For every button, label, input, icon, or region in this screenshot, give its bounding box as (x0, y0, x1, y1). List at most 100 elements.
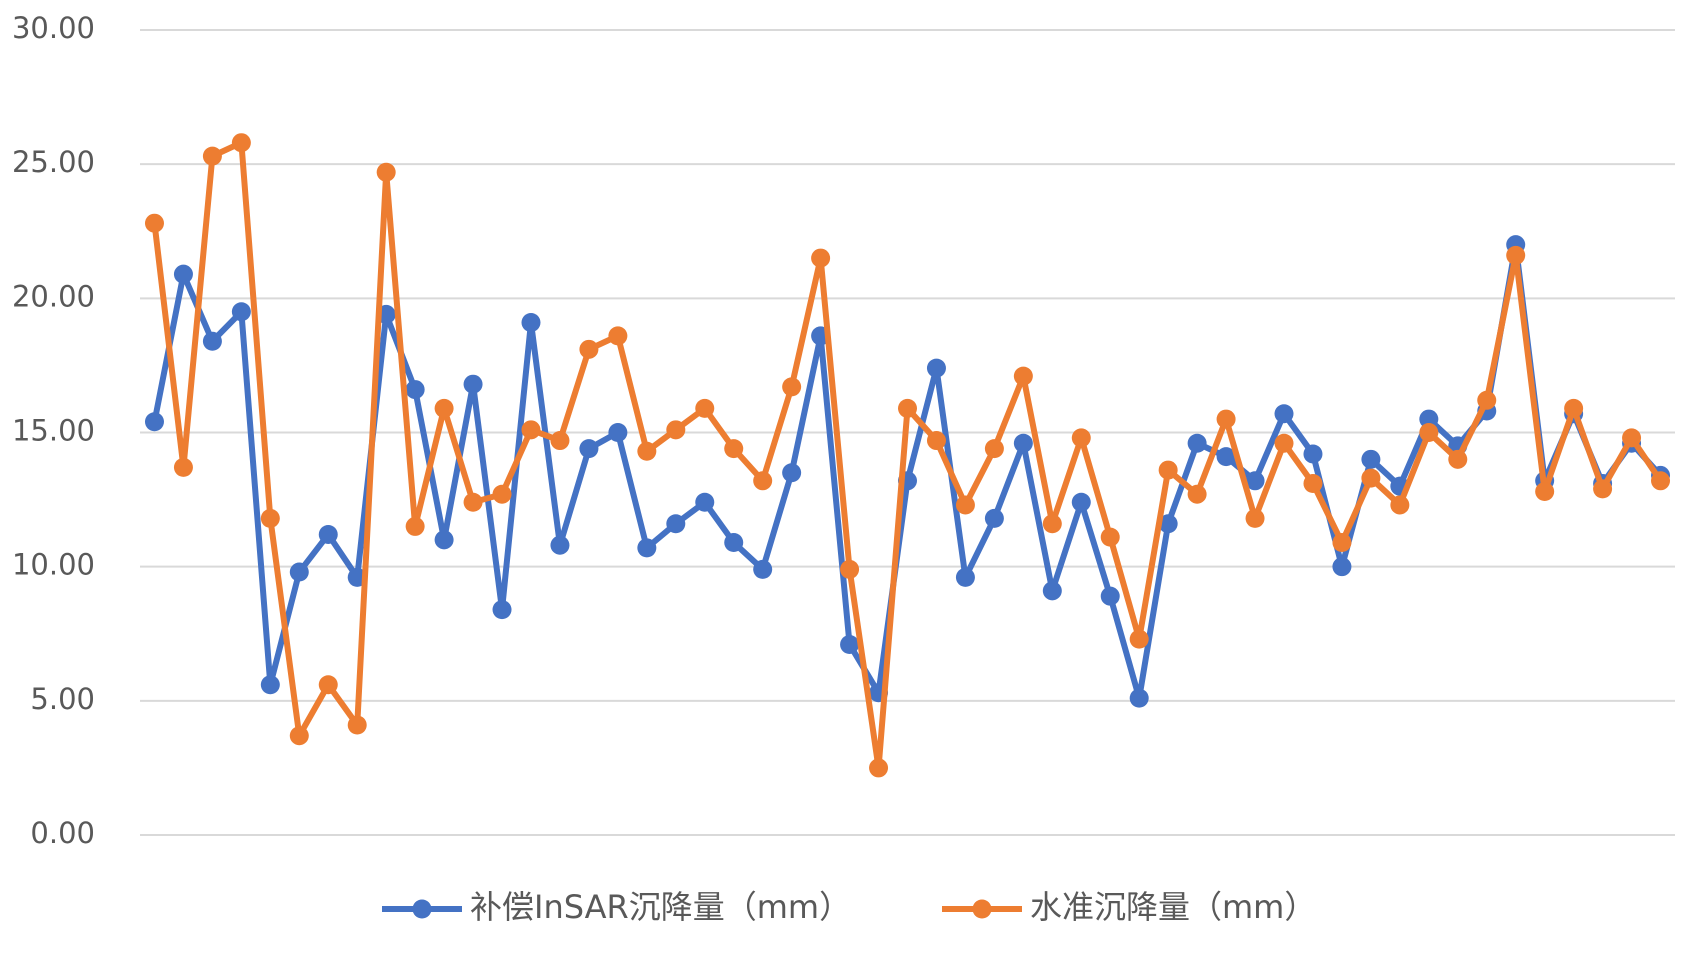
data-point (1245, 471, 1265, 491)
data-point (955, 495, 975, 515)
data-point (753, 471, 773, 491)
data-point (318, 675, 338, 695)
data-point (579, 339, 599, 359)
data-point (666, 420, 686, 440)
data-point (144, 213, 164, 233)
data-point (463, 374, 483, 394)
data-point (1593, 479, 1613, 499)
y-tick-label: 25.00 (12, 145, 95, 179)
data-point (1390, 495, 1410, 515)
data-point (782, 377, 802, 397)
data-point (1100, 586, 1120, 606)
legend-label: 补偿InSAR沉降量（mm） (470, 888, 851, 926)
y-tick-label: 10.00 (12, 548, 95, 582)
data-point (926, 431, 946, 451)
data-point (608, 326, 628, 346)
data-point (405, 380, 425, 400)
data-point (1622, 428, 1642, 448)
y-tick-label: 5.00 (30, 682, 95, 716)
data-point (289, 562, 309, 582)
data-point (173, 457, 193, 477)
data-point (1419, 423, 1439, 442)
data-point (202, 146, 222, 166)
data-point (1013, 366, 1033, 386)
data-point (1071, 428, 1091, 448)
data-point (1274, 404, 1294, 424)
data-point (1129, 688, 1149, 708)
data-point (1361, 468, 1381, 488)
data-point (260, 675, 280, 695)
data-point (1013, 433, 1033, 453)
data-point (869, 758, 889, 778)
data-point (1042, 514, 1062, 534)
data-point (955, 567, 975, 587)
data-point (231, 302, 251, 322)
data-point (666, 514, 686, 534)
y-tick-label: 20.00 (12, 279, 95, 313)
data-point (579, 439, 599, 459)
data-point (1187, 484, 1207, 504)
data-point (1448, 449, 1468, 469)
data-point (434, 530, 454, 550)
data-point (1187, 433, 1207, 453)
legend-swatch-marker (972, 899, 992, 919)
data-point (318, 524, 338, 544)
data-point (1042, 581, 1062, 601)
data-point (1419, 409, 1439, 429)
data-point (1361, 449, 1381, 469)
data-point (376, 162, 396, 182)
data-point (173, 264, 193, 284)
data-point (637, 538, 657, 558)
data-point (695, 398, 715, 418)
data-point (202, 331, 222, 351)
data-point (840, 559, 860, 579)
data-point (521, 312, 541, 332)
data-point (347, 715, 367, 735)
data-point (405, 516, 425, 536)
data-point (1564, 398, 1584, 418)
data-point (984, 508, 1004, 528)
data-point (1332, 533, 1352, 553)
data-point (1158, 514, 1178, 534)
data-point (811, 248, 831, 268)
legend-item: 水准沉降量（mm） (942, 888, 1316, 926)
data-point (898, 398, 917, 418)
data-point (434, 398, 454, 418)
data-point (1129, 629, 1149, 649)
data-point (1071, 492, 1091, 512)
data-point (289, 726, 309, 746)
data-point (1158, 460, 1178, 480)
data-point (926, 358, 946, 378)
data-point (1506, 245, 1526, 265)
data-point (637, 441, 657, 461)
legend-swatch-marker (412, 899, 432, 919)
data-point (724, 533, 744, 553)
data-point (1216, 447, 1236, 467)
data-point (1100, 527, 1120, 547)
data-point (144, 412, 164, 432)
data-point (1535, 482, 1555, 502)
data-point (695, 492, 715, 512)
data-point (231, 133, 251, 153)
data-point (492, 600, 512, 620)
data-point (550, 535, 570, 555)
data-point (260, 508, 280, 528)
series-line (151, 139, 1664, 771)
data-point (521, 420, 541, 440)
data-point (724, 439, 744, 459)
legend-label: 水准沉降量（mm） (1030, 888, 1316, 926)
data-point (782, 463, 802, 483)
y-tick-label: 0.00 (30, 816, 95, 850)
data-point (1303, 444, 1323, 464)
data-point (1216, 409, 1236, 429)
data-point (840, 634, 860, 654)
data-point (984, 439, 1004, 459)
y-tick-label: 30.00 (12, 11, 95, 45)
data-point (753, 559, 773, 579)
legend-item: 补偿InSAR沉降量（mm） (382, 888, 851, 926)
data-point (1303, 473, 1323, 493)
data-point (1245, 508, 1265, 528)
data-point (1477, 390, 1497, 410)
